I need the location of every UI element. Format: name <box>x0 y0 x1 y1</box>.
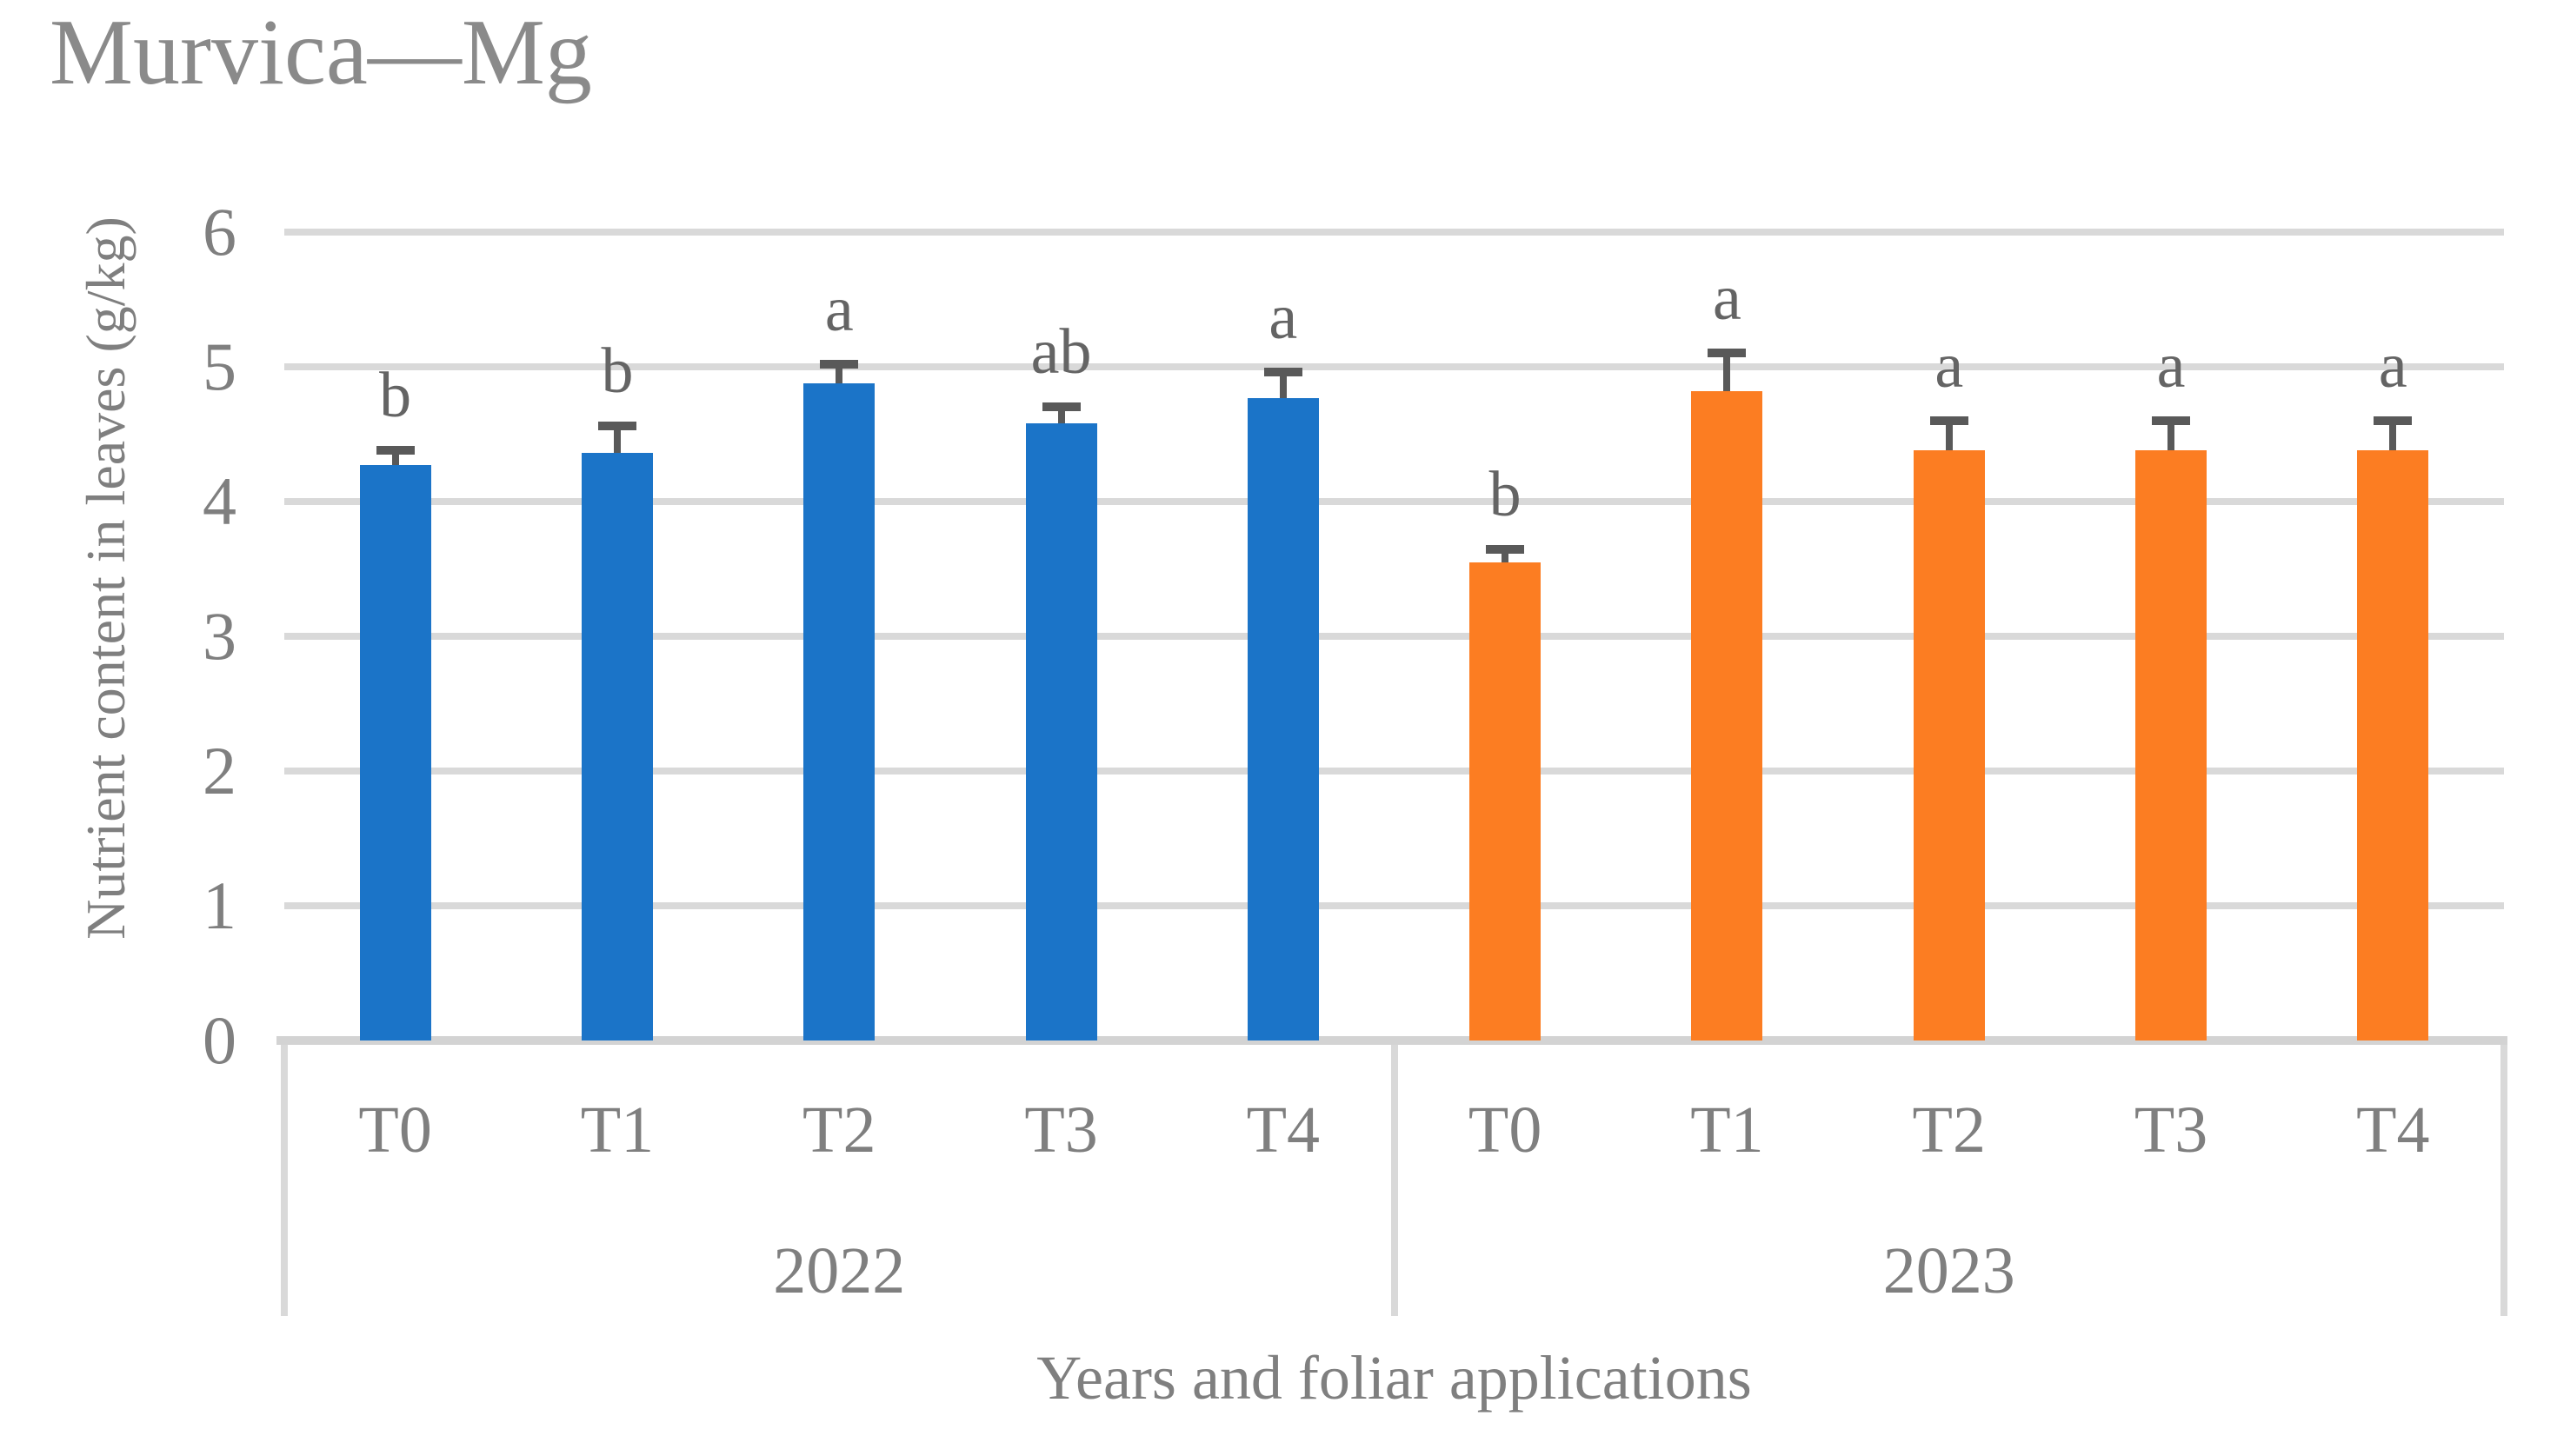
significance-letter: b <box>379 359 412 431</box>
error-bar-whisker <box>1502 554 1509 562</box>
significance-letter: ab <box>1030 316 1092 389</box>
year-label: 2022 <box>773 1234 906 1307</box>
error-bar-cap <box>820 359 859 369</box>
bar <box>1691 390 1763 1040</box>
bar <box>1469 562 1542 1040</box>
error-bar-whisker <box>1723 357 1731 391</box>
gridline <box>284 633 2504 640</box>
error-bar-cap <box>376 445 415 455</box>
significance-letter: a <box>2378 329 2407 402</box>
bar <box>2135 450 2207 1040</box>
x-axis-line <box>276 1036 2507 1045</box>
category-label: T0 <box>358 1094 432 1167</box>
table-border <box>1390 1045 1398 1316</box>
category-label: T2 <box>802 1094 876 1167</box>
significance-letter: a <box>824 273 854 345</box>
category-label: T1 <box>1690 1094 1764 1167</box>
error-bar-cap <box>1929 416 1968 425</box>
y-tick-label: 0 <box>203 1002 236 1078</box>
bar <box>359 465 431 1040</box>
error-bar-cap <box>1708 349 1747 358</box>
error-bar-whisker <box>391 454 399 466</box>
significance-letter: a <box>2156 329 2186 402</box>
category-label: T4 <box>1246 1094 1321 1167</box>
error-bar-whisker <box>2167 424 2175 451</box>
category-label: T3 <box>2134 1094 2208 1167</box>
gridline <box>284 768 2504 775</box>
error-bar-cap <box>1263 367 1302 376</box>
significance-letter: b <box>1488 459 1522 531</box>
y-tick-label: 2 <box>203 733 236 808</box>
significance-letter: b <box>601 335 634 407</box>
bar <box>1913 450 1985 1040</box>
error-bar-whisker <box>2389 424 2397 451</box>
bar <box>2357 450 2429 1040</box>
gridline <box>284 229 2504 236</box>
y-tick-label: 5 <box>203 329 236 404</box>
error-bar-whisker <box>613 429 621 454</box>
chart-title: Murvica—Mg <box>50 1 592 104</box>
y-tick-label: 1 <box>203 868 236 943</box>
year-label: 2023 <box>1882 1234 2015 1307</box>
category-label: T4 <box>2356 1094 2430 1167</box>
category-label: T2 <box>1912 1094 1986 1167</box>
y-tick-label: 3 <box>203 598 236 674</box>
error-bar-whisker <box>1945 424 1953 451</box>
table-border <box>281 1045 288 1316</box>
y-tick-label: 4 <box>203 463 236 539</box>
error-bar-cap <box>597 421 636 430</box>
bar <box>1025 423 1097 1040</box>
error-bar-whisker <box>836 368 843 383</box>
significance-letter: a <box>1269 281 1298 353</box>
bar <box>1247 397 1319 1040</box>
gridline <box>284 902 2504 909</box>
gridline <box>284 498 2504 505</box>
error-bar-cap <box>2374 416 2413 425</box>
error-bar-cap <box>1486 545 1525 555</box>
x-axis-title: Years and foliar applications <box>1036 1343 1752 1413</box>
bar <box>803 382 876 1040</box>
category-label: T1 <box>580 1094 655 1167</box>
significance-letter: a <box>1713 263 1741 335</box>
gridline <box>284 363 2504 370</box>
table-border <box>2500 1045 2507 1316</box>
category-label: T3 <box>1024 1094 1098 1167</box>
error-bar-cap <box>2152 416 2191 425</box>
significance-letter: a <box>1934 329 1964 402</box>
error-bar-whisker <box>1279 376 1287 398</box>
error-bar-cap <box>1042 402 1081 412</box>
bar <box>581 453 653 1040</box>
error-bar-whisker <box>1057 411 1065 424</box>
category-label: T0 <box>1468 1094 1542 1167</box>
y-tick-label: 6 <box>203 194 236 269</box>
